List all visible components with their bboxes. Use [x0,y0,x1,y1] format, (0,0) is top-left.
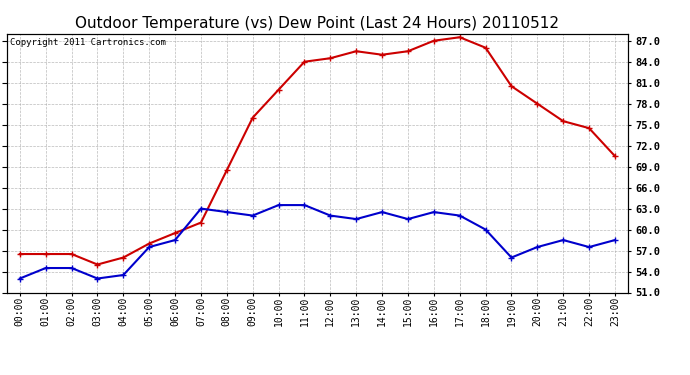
Text: Copyright 2011 Cartronics.com: Copyright 2011 Cartronics.com [10,38,166,46]
Title: Outdoor Temperature (vs) Dew Point (Last 24 Hours) 20110512: Outdoor Temperature (vs) Dew Point (Last… [75,16,560,31]
